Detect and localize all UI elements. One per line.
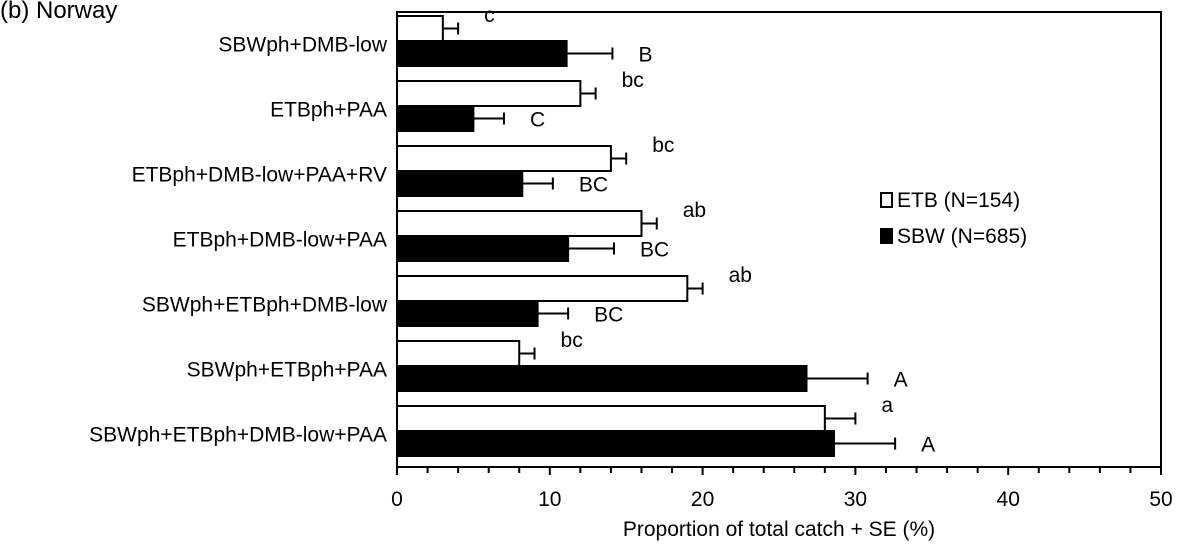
etb-bar bbox=[396, 80, 582, 107]
legend-swatch bbox=[880, 192, 893, 208]
legend-swatch bbox=[880, 228, 893, 244]
significance-label: bc bbox=[652, 134, 674, 157]
chart-title: (b) Norway bbox=[0, 0, 117, 24]
sbw-bar bbox=[396, 40, 568, 67]
x-tick-label: 50 bbox=[1149, 488, 1172, 511]
etb-bar bbox=[396, 340, 521, 367]
significance-label: BC bbox=[640, 239, 669, 262]
significance-label: A bbox=[894, 369, 908, 392]
x-tick-label: 40 bbox=[997, 488, 1020, 511]
category-label: SBWph+ETBph+DMB-low+PAA bbox=[89, 424, 387, 447]
significance-label: ab bbox=[683, 199, 706, 222]
category-label: ETBph+PAA bbox=[270, 99, 387, 122]
category-label: SBWph+ETBph+DMB-low bbox=[142, 294, 388, 317]
bars-layer bbox=[396, 15, 836, 457]
category-label: ETBph+DMB-low+PAA+RV bbox=[132, 164, 387, 187]
significance-label: bc bbox=[561, 329, 583, 352]
etb-bar bbox=[396, 15, 444, 42]
error-bars-layer bbox=[442, 22, 897, 450]
significance-label: A bbox=[921, 434, 935, 457]
x-tick-label: 0 bbox=[391, 488, 403, 511]
legend-label: ETB (N=154) bbox=[897, 189, 1020, 212]
significance-label: C bbox=[530, 109, 545, 132]
sbw-bar bbox=[396, 365, 808, 392]
significance-label: bc bbox=[622, 69, 644, 92]
significance-label: BC bbox=[579, 174, 608, 197]
etb-bar bbox=[396, 210, 643, 237]
sbw-bar bbox=[396, 235, 570, 262]
significance-label: BC bbox=[594, 304, 623, 327]
significance-label: a bbox=[881, 394, 893, 417]
significance-label: B bbox=[638, 44, 652, 67]
category-labels-layer: SBWph+DMB-low ETBph+PAA ETBph+DMB-low+PAA+… bbox=[89, 34, 388, 447]
x-axis: 0 10 20 30 40 50 bbox=[391, 467, 1173, 511]
sbw-bar bbox=[396, 170, 524, 197]
category-label: SBWph+ETBph+PAA bbox=[187, 359, 387, 382]
x-tick-label: 30 bbox=[844, 488, 867, 511]
category-label: SBWph+DMB-low bbox=[218, 34, 387, 57]
significance-label: ab bbox=[729, 264, 752, 287]
category-label: ETBph+DMB-low+PAA bbox=[173, 229, 387, 252]
sbw-bar bbox=[396, 300, 539, 327]
significance-label: c bbox=[484, 4, 495, 27]
etb-bar bbox=[396, 405, 826, 432]
x-axis-label: Proportion of total catch + SE (%) bbox=[623, 518, 935, 541]
sbw-bar bbox=[396, 105, 475, 132]
x-tick-label: 10 bbox=[538, 488, 561, 511]
legend: ETB (N=154) SBW (N=685) bbox=[880, 189, 1027, 248]
x-tick-label: 20 bbox=[691, 488, 714, 511]
legend-label: SBW (N=685) bbox=[897, 225, 1027, 248]
sbw-bar bbox=[396, 430, 836, 457]
etb-bar bbox=[396, 275, 689, 302]
etb-bar bbox=[396, 145, 612, 172]
